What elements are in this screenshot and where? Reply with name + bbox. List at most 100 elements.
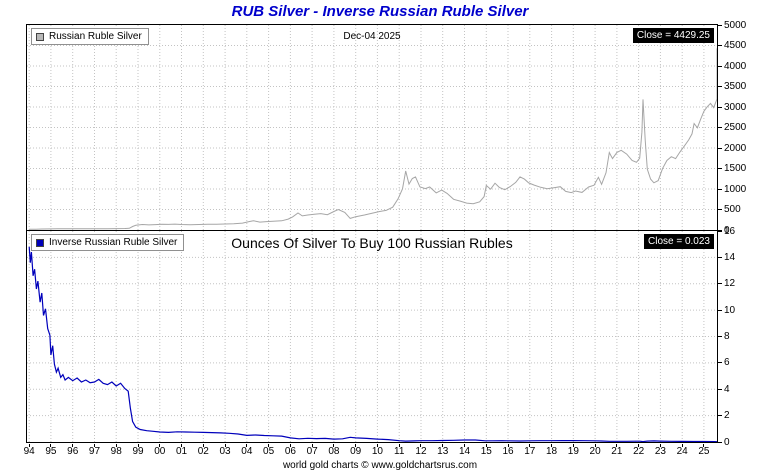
y-axis-tick-label: 500	[724, 204, 741, 215]
x-axis-tick	[355, 444, 357, 447]
y-axis-tick-label: 2000	[724, 142, 747, 154]
x-axis-tick	[289, 444, 291, 447]
x-axis-tick	[551, 444, 553, 447]
x-axis-tick-label: 06	[284, 446, 296, 457]
y-axis-tick-label: 16	[724, 225, 736, 237]
close-value-badge-top: Close = 4429.25	[632, 28, 714, 43]
x-axis-tick-label: 10	[371, 446, 383, 457]
gray-series-swatch-icon	[36, 32, 44, 41]
y-axis-tick	[718, 24, 722, 26]
y-axis-tick	[718, 147, 722, 149]
y-axis-tick-label: 3500	[724, 81, 747, 92]
x-axis-tick	[703, 444, 705, 447]
x-axis-tick	[485, 444, 487, 447]
x-axis-tick-label: 01	[175, 446, 188, 457]
x-axis-tick	[420, 444, 422, 447]
y-axis-tick	[718, 45, 722, 46]
x-axis-tick	[115, 444, 117, 447]
x-axis-tick-label: 23	[654, 446, 666, 457]
x-axis-tick-label: 95	[45, 446, 57, 457]
x-axis-tick	[137, 444, 139, 447]
y-axis-tick-label: 10	[724, 304, 736, 316]
x-axis-tick-label: 03	[219, 446, 231, 457]
y-axis-tick-label: 1000	[724, 183, 747, 195]
x-axis-tick	[442, 444, 444, 447]
y-axis-tick	[718, 65, 722, 67]
y-axis-tick	[718, 441, 722, 443]
y-axis-tick	[718, 168, 722, 169]
legend-inverse-ruble-silver: Inverse Russian Ruble Silver	[31, 234, 185, 251]
footer-credit: world gold charts © www.goldchartsrus.co…	[282, 460, 478, 471]
x-axis-tick	[572, 444, 574, 447]
y-axis-tick	[718, 336, 722, 337]
y-axis-tick	[718, 127, 722, 128]
x-axis-tick-label: 19	[567, 446, 579, 457]
y-axis-tick	[718, 230, 722, 232]
x-axis-tick	[311, 444, 313, 447]
x-axis-tick-label: 09	[350, 446, 362, 457]
x-axis-tick	[268, 444, 270, 447]
x-axis-tick	[246, 444, 248, 447]
legend-ruble-silver: Russian Ruble Silver	[31, 28, 149, 45]
x-axis-tick	[333, 444, 335, 447]
y-axis-tick-label: 3000	[724, 101, 747, 113]
y-axis-tick	[718, 106, 722, 108]
y-axis-tick	[718, 283, 722, 285]
y-axis-tick	[718, 415, 722, 417]
x-axis-tick-label: 17	[524, 446, 536, 457]
x-axis-tick	[202, 444, 204, 447]
x-axis-tick	[28, 444, 30, 447]
y-axis-tick-label: 0	[724, 436, 730, 448]
series-line	[28, 246, 717, 442]
x-axis-tick-label: 99	[132, 446, 144, 457]
y-axis-tick-label: 2500	[724, 122, 747, 133]
x-axis-tick	[72, 444, 74, 447]
y-axis-tick	[718, 256, 722, 258]
x-axis-tick	[659, 444, 661, 447]
x-axis-tick	[224, 444, 226, 447]
x-axis-tick-label: 04	[241, 446, 253, 457]
x-axis-tick-label: 00	[154, 446, 166, 457]
date-label: Dec-04 2025	[343, 31, 401, 42]
x-axis-tick	[594, 444, 596, 447]
top-chart-plot	[27, 25, 717, 230]
y-axis-tick-label: 0	[724, 224, 730, 236]
x-axis-tick-label: 25	[698, 446, 710, 457]
y-axis-tick-label: 6	[724, 357, 730, 369]
x-axis-tick	[50, 444, 52, 447]
y-axis-tick	[718, 188, 722, 190]
bottom-panel-inverse-ruble-silver: Inverse Russian Ruble Silver Ounces Of S…	[26, 230, 718, 443]
bottom-chart-plot	[27, 231, 717, 442]
series-line	[29, 48, 717, 230]
x-axis-tick-label: 14	[458, 446, 471, 457]
x-axis-tick	[398, 444, 400, 447]
x-axis-tick-label: 98	[110, 446, 122, 457]
x-axis-tick-label: 22	[633, 446, 645, 457]
x-axis-tick-label: 96	[67, 446, 79, 457]
y-axis-tick-label: 4000	[724, 60, 747, 72]
x-axis-tick-label: 24	[676, 446, 688, 457]
x-axis-tick-label: 97	[88, 446, 101, 457]
x-axis-tick-label: 11	[394, 446, 405, 457]
y-axis-tick-label: 1500	[724, 163, 747, 174]
x-axis-tick	[529, 444, 531, 447]
x-axis-tick	[181, 444, 183, 447]
x-axis-tick	[616, 444, 618, 447]
x-axis-tick-label: 15	[480, 446, 492, 457]
x-axis-tick	[159, 444, 161, 447]
x-axis-tick-label: 08	[328, 446, 340, 457]
y-axis-tick	[718, 209, 722, 210]
x-axis-tick	[93, 444, 95, 447]
x-axis-tick-label: 16	[502, 446, 514, 457]
x-axis-tick-label: 02	[197, 446, 209, 457]
close-value-badge-bottom: Close = 0.023	[644, 234, 714, 249]
x-axis-tick-label: 12	[415, 446, 427, 457]
y-axis-tick-label: 4	[724, 383, 730, 395]
top-panel-ruble-silver: Russian Ruble Silver Dec-04 2025 Close =…	[26, 24, 718, 231]
y-axis-tick-label: 5000	[724, 19, 747, 31]
y-axis-tick-label: 12	[724, 278, 736, 290]
x-axis-tick-label: 18	[546, 446, 558, 457]
x-axis-tick	[464, 444, 465, 447]
y-axis-tick-label: 2	[724, 410, 730, 422]
y-axis-tick	[718, 229, 722, 231]
